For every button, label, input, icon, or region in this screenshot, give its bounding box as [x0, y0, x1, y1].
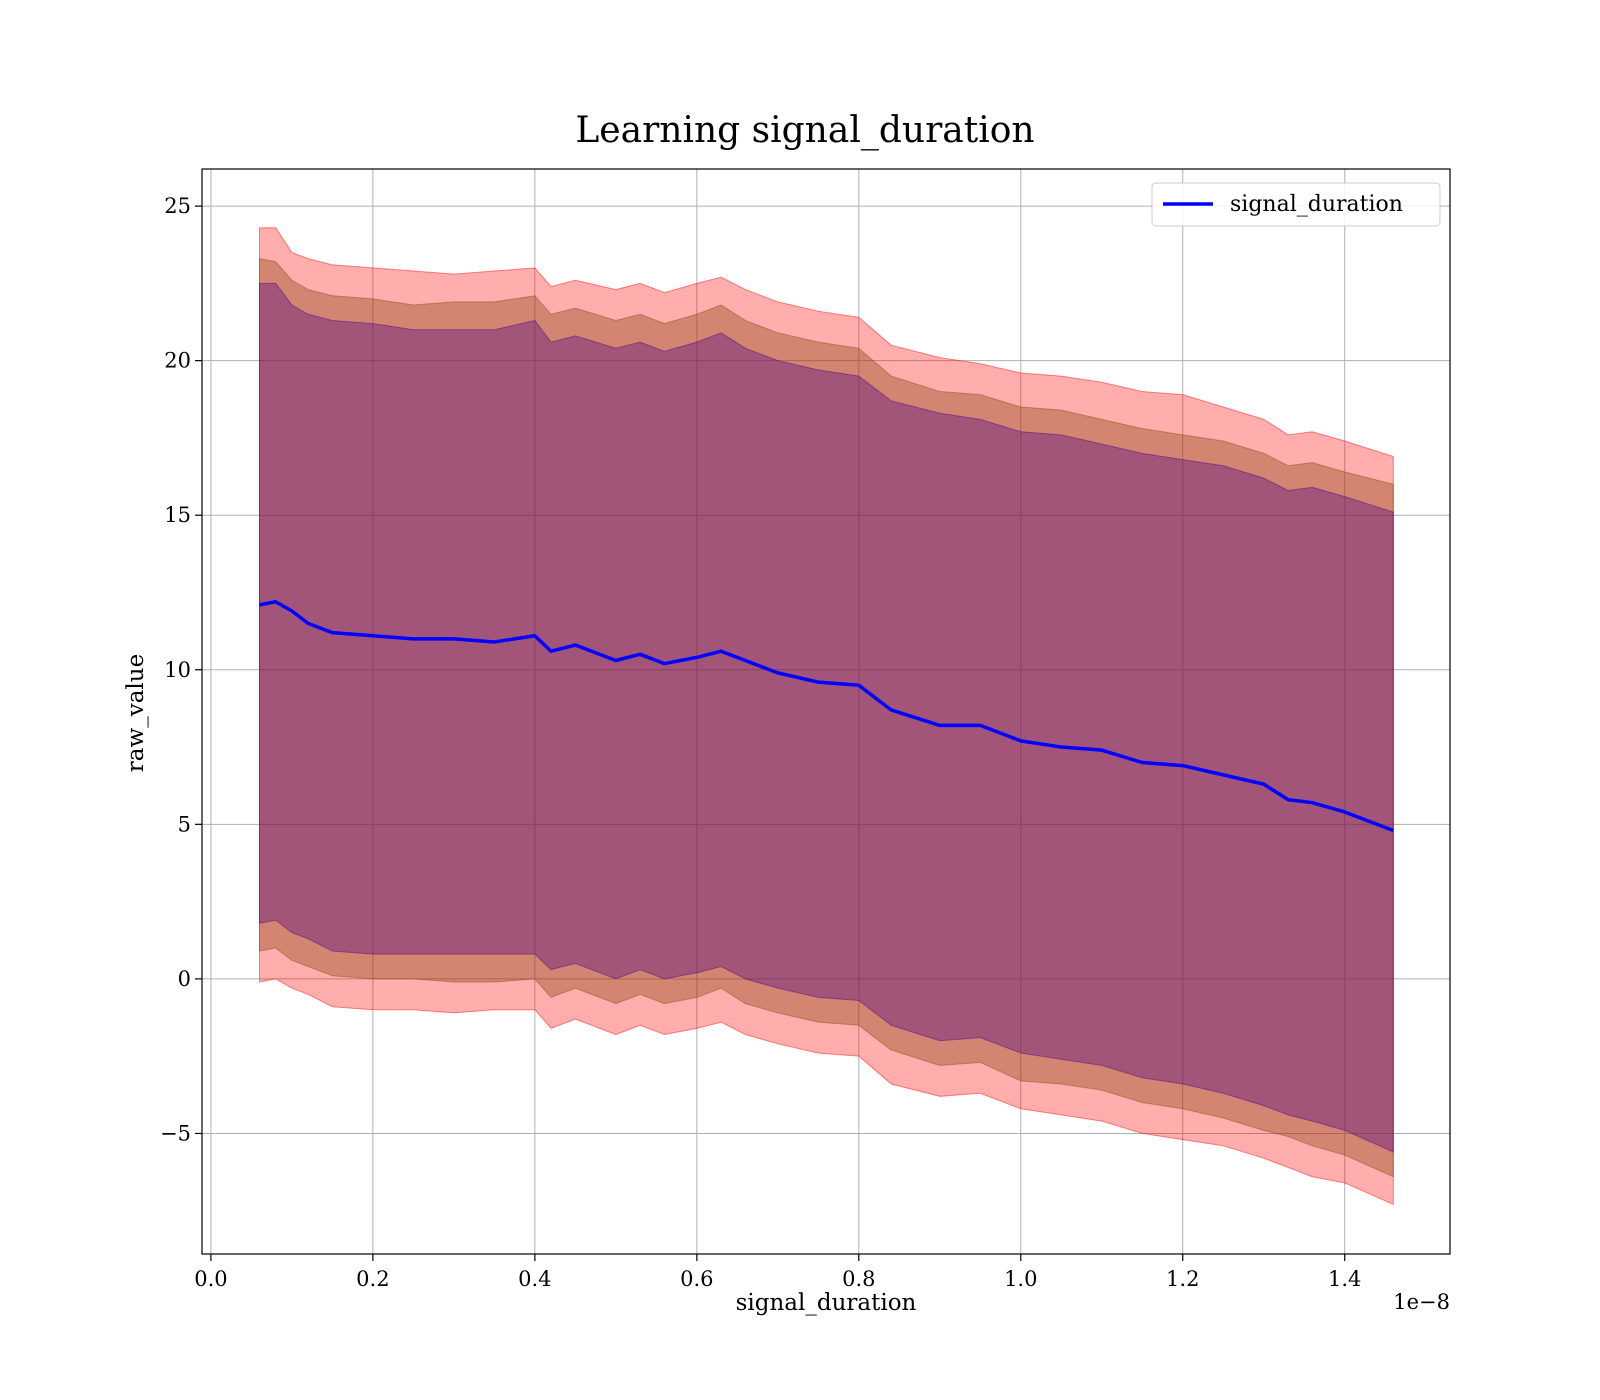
y-tick-label: 25	[164, 194, 191, 218]
x-tick-label: 1.2	[1166, 1267, 1199, 1291]
x-axis-label: signal_duration	[736, 1290, 917, 1316]
band-outer	[259, 227, 1394, 1206]
y-tick-label: 20	[164, 349, 191, 373]
chart-title: Learning signal_duration	[575, 110, 1034, 151]
x-tick-label: 1.0	[1004, 1267, 1037, 1291]
plot-area: 0.0 0.2 0.4 0.6 0.8 1.0 1.2 1.4 −5 0 5 10 15 20 25 sign…	[160, 168, 1451, 1291]
y-tick-label: 10	[164, 658, 191, 682]
y-tick-label: −5	[160, 1121, 191, 1145]
x-tick-label: 0.2	[356, 1267, 389, 1291]
x-tick-label: 1.4	[1328, 1267, 1361, 1291]
series-line-signal-duration	[259, 600, 1394, 833]
band-inner	[259, 282, 1394, 1153]
y-axis-label: raw_value	[123, 654, 149, 772]
x-tick-label: 0.0	[194, 1267, 227, 1291]
band-middle	[259, 258, 1394, 1178]
legend-box	[1151, 182, 1441, 227]
legend-label: signal_duration	[1230, 192, 1403, 217]
y-tick-label: 5	[178, 812, 191, 836]
legend: signal_duration	[1151, 182, 1441, 227]
y-tick-label: 15	[164, 503, 191, 527]
x-offset-text: 1e−8	[1393, 1290, 1450, 1314]
axes-frame	[201, 168, 1451, 1255]
x-tick-label: 0.6	[680, 1267, 713, 1291]
x-tick-label: 0.8	[842, 1267, 875, 1291]
x-tick-label: 0.4	[518, 1267, 551, 1291]
y-tick-label: 0	[178, 967, 191, 991]
